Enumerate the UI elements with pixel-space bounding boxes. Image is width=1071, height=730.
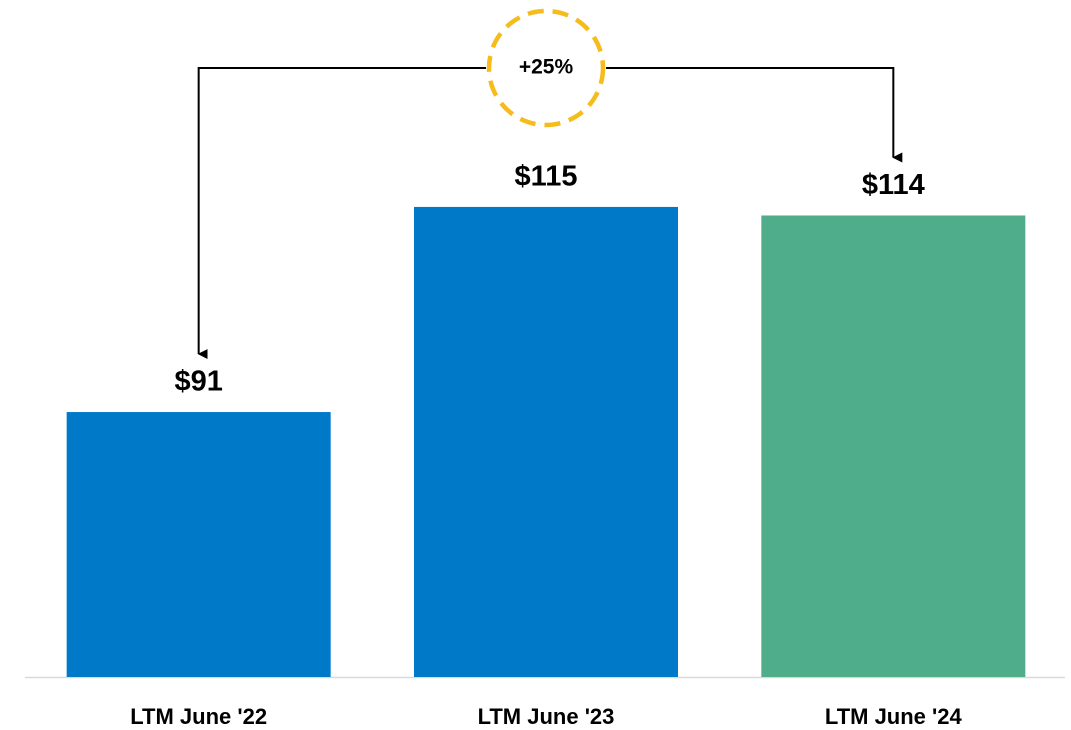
annotation-arrow	[197, 67, 486, 360]
bar	[761, 215, 1026, 678]
x-tick-label: LTM June '22	[130, 704, 267, 729]
bar	[414, 206, 678, 677]
bar	[66, 412, 331, 677]
annotation-text: +25%	[519, 56, 574, 79]
x-tick-label: LTM June '23	[478, 704, 615, 729]
annotation-circle	[486, 8, 606, 128]
value-label: $91	[174, 366, 222, 398]
value-label: $114	[862, 169, 925, 201]
annotation-arrow	[606, 67, 903, 163]
value-label: $115	[515, 161, 578, 193]
x-tick-label: LTM June '24	[825, 704, 963, 729]
